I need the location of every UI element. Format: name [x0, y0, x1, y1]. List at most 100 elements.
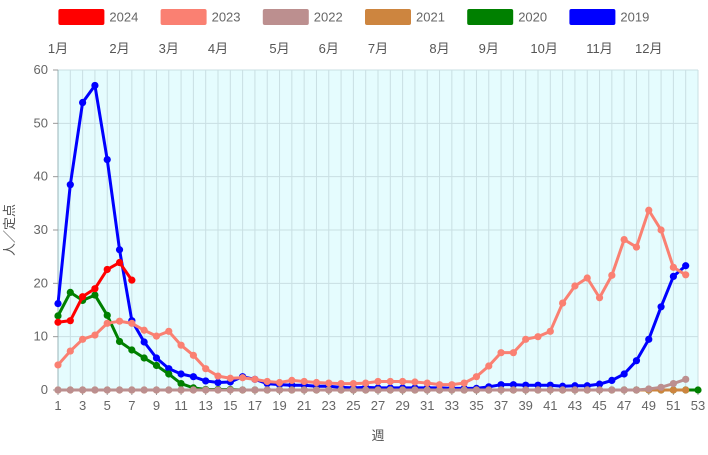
data-point-2023	[177, 341, 185, 349]
data-point-2019	[657, 303, 665, 311]
legend: 2024 2023 2022 2021 2020 2019	[58, 9, 649, 25]
legend-label: 2023	[212, 10, 241, 25]
legend-item-2021[interactable]: 2021	[365, 9, 445, 25]
month-label: 4月	[208, 41, 228, 56]
y-tick-label: 40	[34, 169, 48, 184]
data-point-2019	[632, 357, 641, 365]
data-point-2023	[583, 274, 591, 282]
data-point-2020	[152, 361, 161, 370]
legend-swatch	[58, 9, 105, 25]
legend-item-2022[interactable]: 2022	[262, 9, 343, 25]
x-tick-label: 23	[322, 398, 336, 413]
x-tick-label: 15	[223, 398, 237, 413]
x-tick-label: 41	[543, 398, 557, 413]
data-point-2023	[595, 294, 604, 302]
data-point-2021	[669, 386, 677, 394]
legend-item-2020[interactable]: 2020	[467, 9, 547, 25]
data-point-2022	[91, 386, 99, 394]
data-point-2023	[657, 226, 665, 234]
data-point-2023	[275, 378, 284, 387]
data-point-2022	[657, 383, 665, 391]
data-point-2022	[423, 386, 431, 394]
y-tick-label: 10	[34, 329, 48, 344]
x-tick-label: 19	[272, 398, 286, 413]
data-point-2020	[177, 380, 185, 388]
data-point-2023	[571, 282, 579, 290]
x-tick-label: 3	[79, 398, 86, 413]
x-tick-label: 39	[518, 398, 532, 413]
data-point-2023	[374, 377, 382, 386]
data-point-2022	[66, 386, 74, 394]
data-point-2023	[399, 377, 407, 386]
data-point-2019	[103, 156, 111, 164]
data-point-2019	[91, 81, 99, 90]
data-point-2023	[214, 372, 222, 380]
x-tick-label: 51	[666, 398, 680, 413]
data-point-2023	[362, 379, 370, 387]
legend-item-2023[interactable]: 2023	[160, 9, 241, 25]
month-label: 3月	[159, 41, 179, 56]
x-tick-label: 33	[445, 398, 459, 413]
x-tick-label: 29	[395, 398, 409, 413]
data-point-2022	[140, 386, 148, 394]
data-point-2022	[632, 386, 641, 394]
y-tick-label: 30	[34, 222, 48, 237]
series-layer	[54, 81, 702, 394]
legend-label: 2022	[314, 10, 343, 25]
data-point-2022	[546, 386, 554, 394]
month-label: 6月	[319, 41, 339, 56]
legend-item-2019[interactable]: 2019	[569, 9, 649, 25]
data-point-2019	[54, 300, 62, 308]
data-point-2019	[214, 378, 222, 387]
legend-swatch	[569, 9, 616, 25]
data-point-2022	[571, 386, 579, 394]
data-point-2023	[620, 236, 628, 244]
data-point-2022	[214, 386, 222, 394]
data-point-2023	[423, 379, 431, 387]
legend-item-2024[interactable]: 2024	[58, 9, 138, 25]
y-axis-title: 人／定点	[2, 204, 17, 256]
data-point-2019	[115, 246, 124, 254]
data-point-2022	[325, 386, 333, 394]
x-tick-label: 5	[104, 398, 111, 413]
data-point-2022	[374, 386, 382, 394]
legend-swatch	[160, 9, 207, 25]
data-point-2022	[645, 385, 653, 393]
data-point-2023	[411, 378, 419, 386]
data-point-2019	[620, 370, 628, 378]
data-point-2023	[559, 299, 567, 307]
data-point-2023	[608, 271, 616, 279]
data-point-2023	[682, 271, 690, 279]
x-tick-label: 35	[469, 398, 483, 413]
y-tick-label: 0	[41, 382, 48, 397]
data-point-2022	[337, 386, 345, 394]
data-point-2023	[485, 362, 493, 370]
data-point-2020	[128, 346, 136, 354]
data-point-2020	[91, 291, 99, 299]
data-point-2020	[103, 311, 111, 319]
data-point-2019	[165, 365, 173, 373]
data-point-2023	[263, 377, 271, 386]
x-axis-title: 週	[371, 428, 384, 443]
data-point-2023	[632, 243, 641, 251]
month-label: 2月	[109, 41, 129, 56]
data-point-2020	[66, 288, 74, 296]
data-point-2024	[91, 285, 99, 293]
legend-label: 2021	[416, 10, 445, 25]
x-tick-label: 21	[297, 398, 311, 413]
data-point-2023	[337, 380, 345, 388]
data-point-2023	[103, 319, 111, 327]
data-point-2023	[288, 376, 296, 384]
data-point-2023	[79, 335, 87, 343]
data-point-2022	[682, 375, 690, 383]
data-point-2022	[288, 386, 296, 394]
y-tick-label: 50	[34, 115, 48, 130]
data-point-2024	[66, 317, 74, 325]
data-point-2022	[275, 386, 284, 394]
x-tick-label: 47	[617, 398, 631, 413]
data-point-2022	[152, 386, 161, 394]
data-point-2019	[497, 381, 505, 389]
data-point-2020	[694, 386, 702, 394]
data-point-2022	[448, 386, 456, 394]
